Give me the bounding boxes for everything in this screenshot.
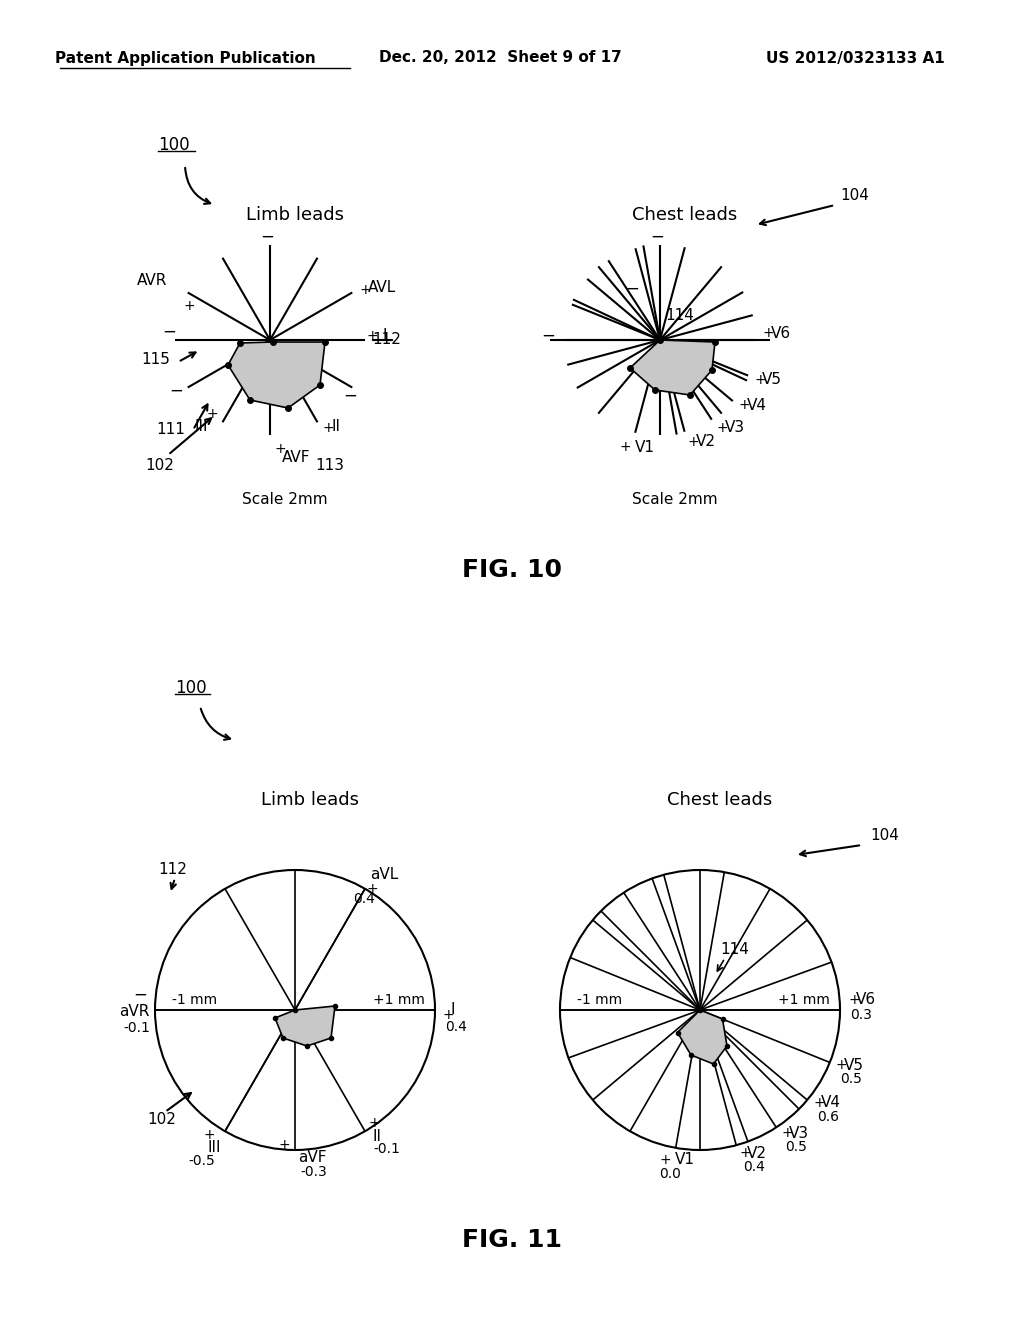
- Text: +: +: [687, 434, 699, 449]
- Text: −: −: [541, 327, 555, 345]
- Text: 102: 102: [147, 1113, 176, 1127]
- Text: Chest leads: Chest leads: [668, 791, 773, 809]
- Text: +: +: [367, 329, 378, 343]
- Text: −: −: [260, 228, 274, 246]
- Text: II: II: [332, 418, 341, 434]
- Text: +: +: [763, 326, 774, 341]
- Text: +1 mm: +1 mm: [373, 993, 425, 1007]
- Text: −: −: [133, 986, 147, 1005]
- Text: +: +: [848, 993, 859, 1007]
- Text: +: +: [836, 1059, 848, 1072]
- Text: Chest leads: Chest leads: [633, 206, 737, 224]
- Text: US 2012/0323133 A1: US 2012/0323133 A1: [766, 50, 944, 66]
- Text: 0.4: 0.4: [743, 1160, 765, 1175]
- Polygon shape: [275, 1006, 335, 1045]
- Text: Patent Application Publication: Patent Application Publication: [54, 50, 315, 66]
- Text: 0.6: 0.6: [817, 1110, 840, 1125]
- Text: +: +: [443, 1008, 455, 1022]
- Text: −: −: [169, 381, 182, 400]
- Text: Dec. 20, 2012  Sheet 9 of 17: Dec. 20, 2012 Sheet 9 of 17: [379, 50, 622, 66]
- Text: V1: V1: [635, 440, 655, 454]
- Text: -1 mm: -1 mm: [577, 993, 622, 1007]
- Text: V2: V2: [695, 434, 716, 449]
- Text: 0.5: 0.5: [840, 1072, 861, 1086]
- Text: aVR: aVR: [120, 1005, 150, 1019]
- Text: 0.4: 0.4: [353, 892, 375, 906]
- Text: V3: V3: [725, 420, 744, 436]
- Text: -0.3: -0.3: [300, 1166, 327, 1179]
- Polygon shape: [678, 1010, 727, 1064]
- Text: +: +: [207, 408, 218, 421]
- Text: +: +: [620, 440, 631, 454]
- Text: V6: V6: [856, 993, 877, 1007]
- Text: 0.4: 0.4: [445, 1020, 467, 1034]
- Text: 111: 111: [156, 422, 185, 437]
- Text: V2: V2: [748, 1146, 767, 1160]
- Text: 0.5: 0.5: [785, 1140, 807, 1155]
- Text: Scale 2mm: Scale 2mm: [632, 492, 718, 507]
- Text: +: +: [359, 284, 371, 297]
- Text: -1 mm: -1 mm: [172, 993, 217, 1007]
- Text: V5: V5: [844, 1057, 864, 1073]
- Text: AVF: AVF: [282, 450, 310, 466]
- Text: −: −: [162, 323, 176, 341]
- Text: 104: 104: [840, 187, 869, 202]
- Text: +: +: [781, 1126, 793, 1140]
- Text: +: +: [367, 882, 379, 896]
- Text: -0.1: -0.1: [123, 1020, 150, 1035]
- Text: -0.5: -0.5: [188, 1154, 215, 1168]
- Polygon shape: [630, 341, 715, 395]
- Text: FIG. 11: FIG. 11: [462, 1228, 562, 1251]
- Text: +: +: [204, 1129, 215, 1142]
- Text: +1 mm: +1 mm: [778, 993, 829, 1007]
- Text: +: +: [659, 1152, 671, 1167]
- Text: Limb leads: Limb leads: [261, 791, 359, 809]
- Text: AVL: AVL: [369, 280, 396, 294]
- Text: 112: 112: [372, 333, 400, 347]
- Text: aVL: aVL: [370, 867, 398, 882]
- Text: FIG. 10: FIG. 10: [462, 558, 562, 582]
- Text: 114: 114: [665, 308, 694, 322]
- Text: +: +: [813, 1096, 825, 1110]
- Text: 113: 113: [315, 458, 344, 473]
- Text: 114: 114: [720, 942, 749, 957]
- Text: I: I: [383, 329, 387, 343]
- Text: I: I: [451, 1002, 456, 1018]
- Text: −: −: [625, 280, 639, 297]
- Text: 102: 102: [145, 458, 174, 473]
- Text: AVR: AVR: [137, 273, 168, 288]
- Text: +: +: [739, 1146, 751, 1160]
- Text: −: −: [343, 387, 357, 404]
- Text: +: +: [754, 372, 766, 387]
- Text: 0.3: 0.3: [850, 1008, 871, 1022]
- Text: Limb leads: Limb leads: [246, 206, 344, 224]
- Text: 112: 112: [158, 862, 186, 878]
- Text: Scale 2mm: Scale 2mm: [243, 492, 328, 507]
- Polygon shape: [228, 342, 325, 408]
- Text: 115: 115: [141, 352, 170, 367]
- Text: +: +: [738, 399, 751, 412]
- Text: V4: V4: [746, 397, 767, 413]
- Text: V4: V4: [821, 1096, 842, 1110]
- Text: V1: V1: [675, 1152, 695, 1167]
- Text: +: +: [279, 1138, 290, 1152]
- Text: +: +: [717, 421, 728, 434]
- Text: +: +: [369, 1117, 381, 1130]
- Text: V3: V3: [790, 1126, 809, 1140]
- Text: +: +: [323, 421, 334, 436]
- Text: III: III: [208, 1139, 221, 1155]
- Text: II: II: [373, 1129, 382, 1143]
- Text: 0.0: 0.0: [659, 1167, 681, 1181]
- Text: 100: 100: [175, 678, 207, 697]
- Text: aVF: aVF: [298, 1151, 327, 1166]
- Text: −: −: [650, 228, 664, 246]
- Text: V5: V5: [762, 372, 782, 387]
- Text: +: +: [275, 442, 287, 455]
- Text: V6: V6: [771, 326, 792, 341]
- Text: 104: 104: [870, 828, 899, 842]
- Text: +: +: [184, 300, 196, 314]
- Text: III: III: [195, 418, 209, 434]
- Text: 100: 100: [158, 136, 189, 154]
- Text: -0.1: -0.1: [373, 1142, 400, 1156]
